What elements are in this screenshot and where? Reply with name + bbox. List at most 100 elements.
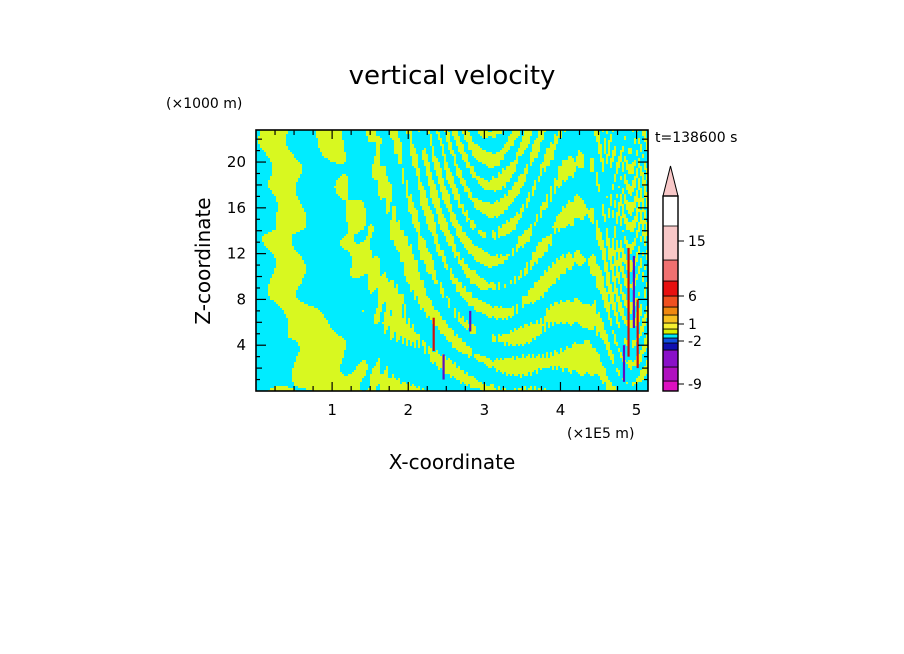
positive-patch bbox=[542, 354, 544, 356]
positive-patch bbox=[498, 232, 510, 234]
positive-patch bbox=[428, 224, 436, 226]
positive-patch bbox=[416, 228, 420, 230]
positive-patch bbox=[444, 262, 446, 264]
positive-patch bbox=[646, 178, 648, 180]
field-row bbox=[276, 218, 646, 220]
positive-patch bbox=[642, 132, 646, 134]
positive-patch bbox=[258, 142, 286, 144]
positive-patch bbox=[526, 264, 528, 266]
positive-patch bbox=[346, 220, 366, 222]
positive-patch bbox=[450, 276, 454, 278]
positive-patch bbox=[352, 256, 372, 258]
positive-patch bbox=[266, 152, 292, 154]
positive-patch bbox=[472, 228, 474, 230]
positive-patch bbox=[516, 250, 518, 252]
positive-patch bbox=[466, 274, 478, 276]
positive-patch bbox=[430, 194, 438, 196]
field-row bbox=[288, 332, 642, 334]
positive-patch bbox=[480, 288, 488, 290]
positive-patch bbox=[608, 288, 612, 290]
positive-patch bbox=[622, 296, 626, 298]
positive-patch bbox=[574, 200, 584, 202]
positive-patch bbox=[444, 232, 450, 234]
positive-patch bbox=[374, 318, 380, 320]
positive-patch bbox=[546, 308, 548, 310]
positive-patch bbox=[604, 218, 606, 220]
positive-patch bbox=[460, 182, 466, 184]
positive-patch bbox=[450, 270, 452, 272]
positive-patch bbox=[414, 226, 420, 228]
positive-patch bbox=[524, 272, 528, 274]
positive-patch bbox=[644, 162, 646, 164]
positive-patch bbox=[272, 166, 302, 168]
positive-patch bbox=[462, 184, 466, 186]
positive-patch bbox=[300, 350, 344, 352]
positive-patch bbox=[622, 210, 624, 212]
field-row bbox=[292, 372, 648, 374]
positive-patch bbox=[436, 132, 440, 134]
positive-patch bbox=[492, 288, 496, 290]
positive-patch bbox=[454, 362, 456, 364]
positive-patch bbox=[484, 188, 502, 190]
positive-patch bbox=[606, 160, 608, 162]
positive-patch bbox=[640, 212, 642, 214]
positive-patch bbox=[556, 258, 558, 260]
positive-patch bbox=[456, 140, 460, 142]
positive-patch bbox=[602, 382, 604, 384]
positive-patch bbox=[428, 184, 436, 186]
positive-patch bbox=[626, 208, 634, 210]
y-tick-label: 4 bbox=[236, 336, 246, 354]
positive-patch bbox=[444, 158, 446, 160]
positive-patch bbox=[422, 158, 428, 160]
positive-patch bbox=[488, 216, 494, 218]
field-row bbox=[292, 380, 642, 382]
positive-patch bbox=[448, 302, 450, 304]
positive-patch bbox=[614, 262, 622, 264]
positive-patch bbox=[456, 288, 466, 290]
positive-patch bbox=[530, 266, 532, 268]
positive-patch bbox=[384, 328, 388, 330]
positive-patch bbox=[264, 150, 290, 152]
positive-patch bbox=[556, 220, 574, 222]
positive-patch bbox=[644, 216, 646, 218]
positive-patch bbox=[646, 146, 648, 148]
positive-patch bbox=[268, 248, 294, 250]
positive-patch bbox=[634, 140, 636, 142]
positive-patch bbox=[418, 248, 428, 250]
positive-patch bbox=[378, 296, 404, 298]
positive-patch bbox=[418, 342, 420, 344]
positive-patch bbox=[636, 168, 638, 170]
positive-patch bbox=[558, 168, 576, 170]
positive-patch bbox=[472, 152, 492, 154]
positive-patch bbox=[616, 322, 620, 324]
positive-patch bbox=[470, 278, 484, 280]
positive-patch bbox=[466, 220, 468, 222]
positive-patch bbox=[558, 178, 568, 180]
positive-patch bbox=[590, 166, 594, 168]
positive-patch bbox=[644, 292, 646, 294]
field-row bbox=[274, 194, 648, 196]
positive-patch bbox=[522, 204, 524, 206]
field-row bbox=[294, 364, 648, 366]
positive-patch bbox=[412, 214, 418, 216]
positive-patch bbox=[430, 230, 436, 232]
field-row bbox=[296, 340, 648, 342]
positive-patch bbox=[616, 214, 620, 216]
positive-patch bbox=[646, 148, 648, 150]
positive-patch bbox=[418, 188, 424, 190]
positive-patch bbox=[604, 140, 606, 142]
positive-patch bbox=[412, 160, 418, 162]
positive-patch bbox=[436, 170, 442, 172]
positive-patch bbox=[448, 298, 450, 300]
positive-patch bbox=[408, 282, 424, 284]
positive-patch bbox=[620, 152, 622, 154]
positive-patch bbox=[514, 184, 524, 186]
positive-patch bbox=[430, 138, 432, 140]
positive-patch bbox=[494, 360, 600, 362]
positive-patch bbox=[612, 244, 614, 246]
positive-patch bbox=[616, 168, 618, 170]
positive-patch bbox=[618, 156, 622, 158]
positive-patch bbox=[504, 358, 514, 360]
positive-patch bbox=[598, 242, 604, 244]
